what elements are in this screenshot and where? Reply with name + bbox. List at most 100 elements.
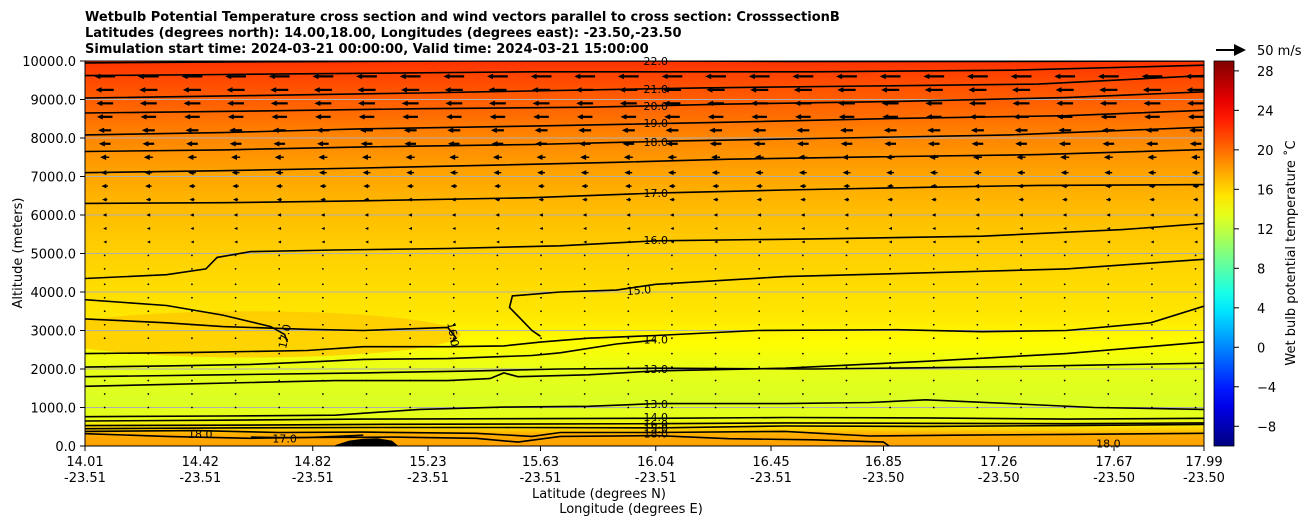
wind-vector — [840, 141, 853, 147]
wind-vector — [625, 183, 632, 189]
wind-vector — [96, 100, 114, 107]
wind-vector — [234, 379, 237, 382]
y-axis: 0.0 1000.0 2000.0 3000.0 4000.0 5000.0 6000.0 7… — [22, 55, 85, 455]
wind-vectors — [94, 73, 1204, 409]
plot-area: 22.021.020.019.018.017.016.015.014.013.0… — [84, 55, 1205, 450]
wind-vector — [147, 310, 150, 313]
wind-vector — [889, 283, 892, 286]
contour-line — [85, 91, 1204, 114]
wind-vector — [103, 296, 106, 299]
wind-vector — [147, 379, 150, 382]
contour-line — [85, 222, 1204, 280]
wind-vector — [617, 73, 639, 80]
wind-vector — [1099, 87, 1118, 93]
wind-vector — [801, 379, 804, 382]
wind-vector — [1018, 197, 1024, 202]
wind-vector — [532, 100, 550, 107]
wind-vector — [801, 337, 804, 340]
wind-vector — [1020, 393, 1022, 395]
wind-vector — [758, 366, 761, 368]
wind-vector — [94, 73, 116, 80]
wind-vector — [758, 379, 761, 382]
wind-vector — [496, 393, 499, 395]
x-tick-label-longitude: -23.50 — [1183, 471, 1225, 486]
wind-vector — [534, 127, 548, 133]
wind-vector — [233, 213, 238, 217]
colorbar-tick-label: 4 — [1257, 302, 1265, 317]
contour-line — [508, 258, 1204, 337]
colorbar-tick-label: −4 — [1257, 381, 1276, 396]
wind-vector — [1105, 183, 1112, 189]
wind-vector — [407, 197, 413, 202]
y-tick-label: 7000.0 — [31, 171, 77, 186]
wind-vector — [801, 406, 804, 409]
wind-vector — [1019, 240, 1023, 244]
wind-vector — [1151, 366, 1153, 368]
wind-vector — [932, 393, 935, 395]
wind-vector — [886, 170, 895, 176]
wind-vector — [1150, 240, 1154, 244]
wind-vector — [1063, 226, 1067, 231]
wind-vector — [582, 197, 588, 202]
wind-vector — [801, 352, 804, 355]
wind-vector — [278, 296, 281, 299]
x-tick-label-latitude: 15.63 — [522, 455, 559, 470]
wind-vector — [889, 337, 892, 340]
wind-vector — [409, 268, 412, 270]
quiver-key: 50 m/s — [1216, 44, 1302, 59]
wind-vector — [1063, 337, 1066, 340]
wind-vector — [496, 323, 499, 326]
wind-vector — [540, 296, 542, 299]
wind-vector — [931, 197, 937, 202]
wind-vector — [801, 226, 805, 231]
x-tick-label-latitude: 16.04 — [637, 455, 674, 470]
wind-vector — [842, 170, 851, 176]
wind-vector — [1146, 141, 1158, 147]
wind-vector — [450, 183, 458, 189]
wind-vector — [669, 197, 675, 202]
colorbar-tick-label: 28 — [1257, 65, 1274, 80]
wind-vector — [496, 406, 499, 409]
wind-vector — [583, 310, 586, 313]
wind-vector — [748, 73, 770, 80]
wind-vector — [452, 393, 455, 395]
y-tick-label: 1000.0 — [31, 402, 77, 417]
wind-vector — [932, 323, 935, 326]
wind-vector — [583, 337, 586, 340]
wind-vector — [361, 154, 372, 160]
x-tick-label-latitude: 17.26 — [980, 455, 1017, 470]
wind-vector — [491, 141, 504, 147]
wind-vector — [671, 323, 673, 326]
wind-vector — [801, 240, 805, 244]
wind-vector — [365, 296, 368, 299]
wind-vector — [756, 197, 762, 202]
wind-vector — [191, 393, 193, 395]
x-axis-label-latitude: Latitude (degrees N) — [532, 487, 666, 502]
contour-line — [85, 318, 458, 343]
wind-vector — [540, 337, 542, 340]
x-axis-label-longitude: Longitude (degrees E) — [559, 502, 703, 517]
wind-vector — [232, 197, 239, 202]
wind-vector — [318, 154, 328, 160]
wind-vector — [932, 296, 935, 299]
wind-vector — [1144, 114, 1160, 120]
wind-vector — [620, 114, 637, 120]
wind-vector — [1194, 406, 1197, 409]
wind-vector — [976, 310, 979, 313]
wind-vector — [1020, 352, 1022, 355]
wind-vector — [1102, 141, 1115, 147]
wind-vector — [1058, 141, 1071, 147]
wind-vector — [103, 268, 106, 270]
wind-vector — [1012, 100, 1030, 107]
wind-vector — [757, 213, 762, 217]
contour-label: 17.0 — [272, 432, 297, 445]
x-tick-label-latitude: 17.99 — [1185, 455, 1222, 470]
wind-vector — [671, 337, 673, 340]
wind-vector — [1145, 127, 1159, 133]
wind-vector — [845, 254, 848, 257]
wind-vector — [365, 352, 368, 355]
wind-vector — [496, 379, 499, 382]
wind-vector — [930, 183, 938, 189]
wind-vector — [1194, 283, 1197, 286]
wind-vector — [316, 127, 330, 133]
